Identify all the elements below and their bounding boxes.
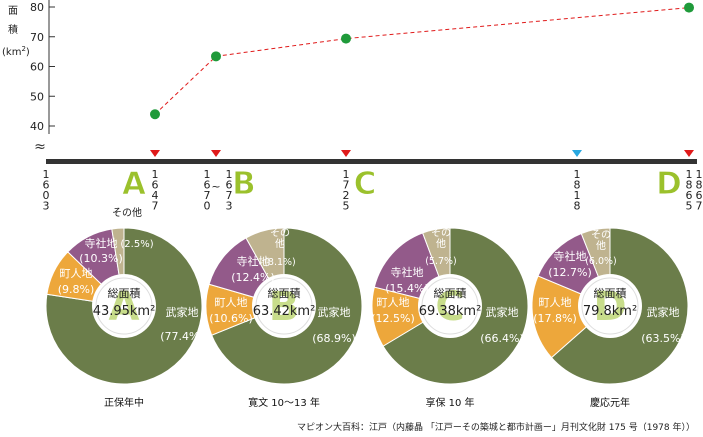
pie-letter-watermark: C — [435, 284, 464, 330]
pie-center-ring — [255, 277, 313, 335]
source-caption: マピオン大百科：江戸（内藤晶 「江戸ーその築城と都市計画ー」月刊文化財 175 … — [296, 423, 695, 433]
pie-slice — [531, 275, 611, 359]
pie-title: 寛文 10～13 年 — [248, 396, 320, 409]
pie-slice-percent: (15.4%) — [385, 282, 429, 295]
pie-slice-percent: (12.7%) — [548, 266, 592, 279]
data-point — [341, 33, 351, 44]
timeline-marker — [150, 150, 160, 157]
pie-slice-name: 寺社地 — [237, 254, 270, 268]
pie-slice-percent: (77.4%) — [160, 330, 204, 343]
pie-slice-name: その — [270, 227, 290, 239]
pie-total-value: 63.42km² — [253, 304, 316, 319]
pie-slice-percent: (17.8%) — [533, 312, 577, 325]
y-tick-label: 50 — [30, 90, 44, 103]
pie-slice-percent: (66.4%) — [480, 332, 524, 345]
pie-letter-watermark: A — [109, 284, 140, 330]
pie-slice-name: 寺社地 — [85, 236, 118, 250]
pie-slice-name: 町人地 — [60, 267, 93, 280]
pie-title: 享保 10 年 — [425, 396, 474, 409]
pie-slice-name: 寺社地 — [391, 265, 424, 279]
series-line — [154, 7, 690, 115]
pie-total-label: 総面積 — [108, 286, 141, 300]
pie-slice-percent: (6.0%) — [585, 256, 617, 267]
timeline-marker — [684, 150, 694, 157]
timeline-bar — [46, 159, 697, 164]
pie-total-value: 79.8km² — [583, 304, 637, 319]
pie-slice-percent: (10.3%) — [79, 252, 123, 265]
y-label-char: 積 — [8, 23, 18, 36]
pie-slice-name: 武家地 — [647, 305, 680, 319]
pie-slice-percent: (10.6%) — [209, 312, 253, 325]
pie-center-ring — [581, 277, 639, 335]
pie-slice-name: 町人地 — [215, 296, 248, 309]
pie-slice-name: 武家地 — [486, 305, 519, 319]
timeline-marker — [572, 150, 582, 157]
pie-slice-name: 他 — [596, 239, 606, 252]
pie-total-label: 総面積 — [434, 286, 467, 300]
pie-center-ring — [95, 277, 153, 335]
pie-slice-name: 武家地 — [318, 305, 351, 319]
period-letter: D — [656, 166, 682, 202]
pie-slice-percent: (8.1%) — [264, 257, 296, 268]
period-letter: C — [354, 166, 377, 202]
pie-slice-name: 武家地 — [166, 305, 199, 319]
pie-slice-name: 町人地 — [377, 296, 410, 309]
y-tick-label: 80 — [30, 1, 44, 14]
pie-slice-percent: (12.5%) — [371, 312, 415, 325]
pie-slice-name: 町人地 — [539, 296, 572, 309]
pie-slice-name: 寺社地 — [554, 249, 587, 263]
timeline-marker — [211, 150, 221, 157]
period-letter: A — [122, 166, 146, 202]
pie-slice-percent: (68.9%) — [312, 332, 356, 345]
pie-slice-name: 他 — [436, 237, 446, 250]
data-point — [684, 2, 694, 13]
pie-total-label: 総面積 — [594, 286, 627, 300]
pie-slice-name: 他 — [275, 237, 285, 250]
pie-letter-watermark: D — [593, 284, 626, 330]
data-point — [211, 51, 221, 62]
pie-slice-percent: (63.5%) — [641, 332, 685, 345]
period-letter: B — [232, 166, 256, 202]
pie-total-label: 総面積 — [268, 286, 301, 300]
pie-total-value: 69.38km² — [419, 304, 482, 319]
y-tick-label: 60 — [30, 61, 44, 74]
pie-center-ring — [421, 277, 479, 335]
y-tick-label: 40 — [30, 120, 44, 133]
y-tick-label: 70 — [30, 31, 44, 44]
data-point — [150, 109, 160, 120]
y-label-char: 面 — [8, 6, 18, 17]
pie-slice-percent: (2.5%) — [120, 239, 153, 250]
pie-slice-percent: (12.4%) — [231, 271, 275, 284]
pie-slice-name: その — [431, 227, 451, 239]
pie-letter-watermark: B — [269, 284, 300, 330]
pie-total-value: 43.95km² — [93, 304, 156, 319]
timeline-marker — [341, 150, 351, 157]
pie-slice-name: その — [591, 229, 611, 241]
pie-title: 慶応元年 — [590, 396, 630, 409]
pie-slice-percent: (5.7%) — [425, 256, 457, 267]
pie-slice-name: その他 — [112, 206, 142, 219]
timeline-tilde: ~ — [211, 180, 220, 193]
axis-break-symbol: ≈ — [34, 139, 46, 155]
pie-slice-percent: (9.8%) — [58, 283, 95, 296]
pie-title: 正保年中 — [104, 396, 144, 409]
y-label-unit: (km2) — [2, 45, 30, 58]
